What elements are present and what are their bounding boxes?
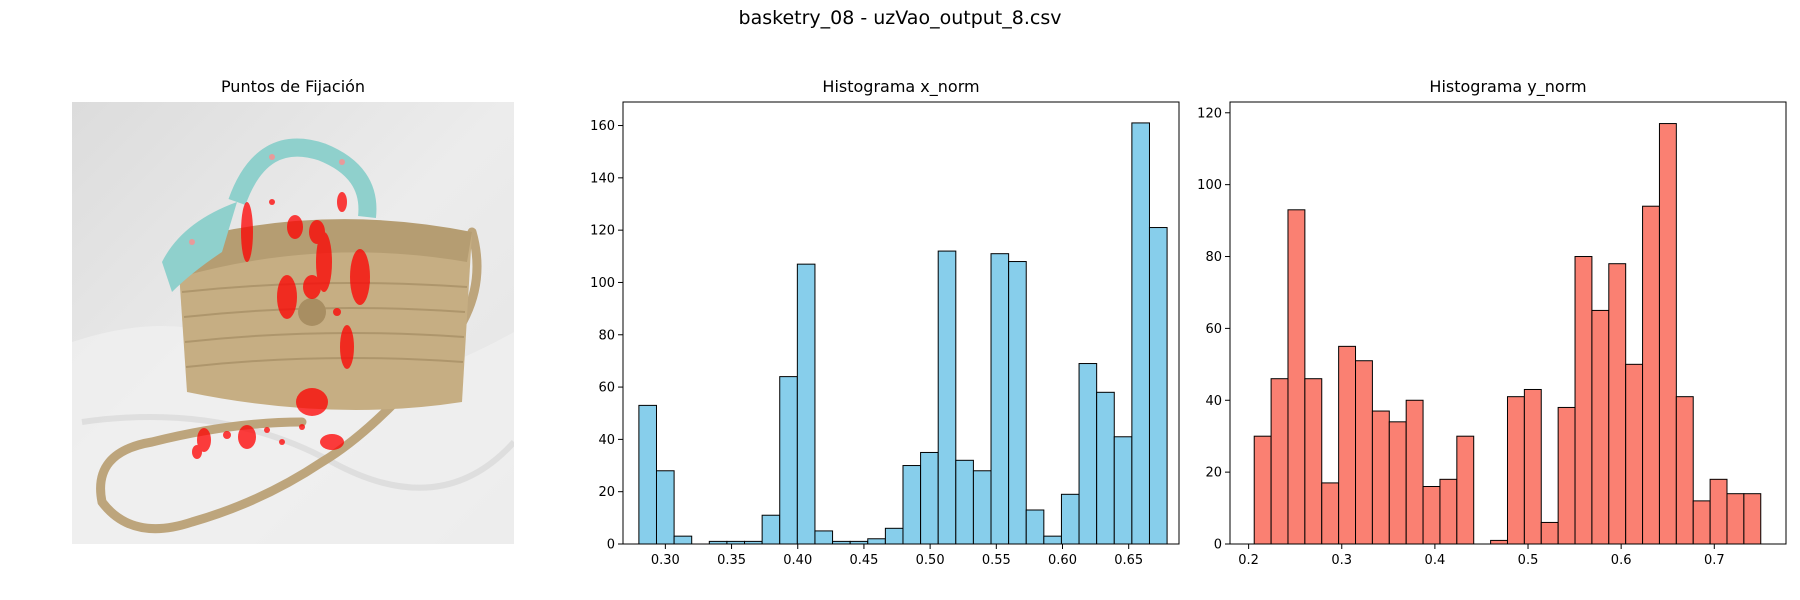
hist-y-bar (1456, 435, 1475, 545)
hist-x-bar (902, 465, 922, 545)
figure-title: basketry_08 - uzVao_output_8.csv (738, 7, 1062, 29)
hist-y-bar (1625, 363, 1644, 545)
hist-x-bar (1060, 493, 1080, 545)
hist-y-bar (1388, 421, 1407, 545)
hist-x-bar (1025, 509, 1045, 545)
hist-y-bar (1355, 360, 1373, 545)
hist-x-bar (955, 459, 974, 545)
hist-x-bar (1043, 535, 1062, 545)
hist-y-bar (1726, 493, 1745, 545)
hist-x-ytick-label: 20 (598, 485, 615, 500)
hist-x-xtick-label: 0.30 (651, 553, 680, 568)
hist-y-bar (1490, 539, 1508, 545)
hist-y-xtick-label: 0.4 (1425, 553, 1446, 568)
hist-x-bar (761, 514, 781, 545)
hist-y-ytick-label: 80 (1205, 250, 1222, 265)
hist-x-bar (796, 263, 816, 545)
histogram-y-title: Histograma y_norm (1429, 77, 1587, 96)
hist-y-bar (1506, 396, 1525, 545)
hist-y-xtick-label: 0.3 (1331, 553, 1352, 568)
hist-y-bar (1523, 388, 1542, 545)
fixation-image (72, 102, 514, 544)
hist-y-bar (1304, 378, 1323, 545)
basket-body (177, 232, 472, 410)
hist-x-ytick-label: 0 (607, 538, 615, 553)
hist-y-bar (1405, 399, 1424, 545)
hist-x-xtick-label: 0.40 (783, 553, 812, 568)
hist-y-bar (1743, 493, 1762, 545)
hist-x-bar (867, 538, 886, 545)
basket-knob (298, 298, 326, 326)
hist-x-bar (779, 376, 798, 545)
hist-y-bar (1658, 123, 1677, 545)
hist-x-bar (1148, 227, 1168, 545)
hist-x-bar (920, 451, 939, 545)
hist-y-xtick-label: 0.2 (1238, 553, 1259, 568)
hist-x-bar (638, 404, 657, 545)
hist-y-ytick-label: 40 (1205, 394, 1222, 409)
hist-y-bar (1422, 486, 1441, 545)
hist-y-bar (1253, 435, 1272, 545)
hist-y-bar (1692, 500, 1711, 545)
hist-x-bar (884, 527, 904, 545)
hist-y-bar (1709, 478, 1728, 545)
hist-x-xtick-label: 0.55 (982, 553, 1011, 568)
hist-x-bar (1078, 363, 1098, 545)
hist-y-bar (1642, 205, 1660, 545)
hist-x-bar (1113, 436, 1133, 545)
hist-x-axes-frame (622, 101, 1180, 545)
hist-y-xtick-label: 0.5 (1518, 553, 1539, 568)
hist-x-ytick-label: 80 (598, 328, 615, 343)
hist-y-bar (1591, 309, 1610, 545)
hist-y-xtick-label: 0.6 (1611, 553, 1632, 568)
hist-y-ytick-label: 120 (1197, 106, 1222, 121)
hist-x-bar (990, 253, 1010, 545)
hist-y-bar (1270, 378, 1289, 545)
hist-x-ytick-label: 40 (598, 433, 615, 448)
hist-x-xtick-label: 0.50 (916, 553, 945, 568)
hist-x-ytick-label: 160 (590, 119, 615, 134)
basket-handle (228, 138, 377, 218)
image-panel-title: Puntos de Fijación (220, 77, 366, 96)
hist-y-axes-frame (1229, 101, 1787, 545)
hist-x-bar (849, 540, 869, 545)
hist-x-ytick-label: 100 (590, 276, 615, 291)
histogram-x-title: Histograma x_norm (822, 77, 980, 96)
hist-x-xtick-label: 0.45 (849, 553, 878, 568)
hist-y-bar (1574, 256, 1593, 545)
hist-x-bar (937, 250, 957, 545)
hist-y-ytick-label: 0 (1214, 538, 1222, 553)
hist-y-bar (1675, 396, 1694, 545)
hist-y-bar (1321, 482, 1340, 545)
hist-x-ytick-label: 140 (590, 171, 615, 186)
hist-x-xtick-label: 0.65 (1114, 553, 1143, 568)
hist-x-bar (744, 540, 763, 545)
hist-x-bar (655, 470, 675, 545)
hist-y-bar (1540, 521, 1559, 545)
hist-y-bar (1608, 263, 1627, 545)
hist-x-xtick-label: 0.35 (717, 553, 746, 568)
fixation-points (192, 192, 370, 459)
hist-y-ytick-label: 100 (1197, 178, 1222, 193)
hist-y-bar (1439, 478, 1458, 545)
hist-x-bar (726, 540, 746, 545)
hist-x-bar (832, 540, 851, 545)
hist-x-bar (1096, 391, 1115, 545)
hist-x-xtick-label: 0.60 (1048, 553, 1077, 568)
hist-y-bar (1287, 209, 1306, 545)
hist-x-bar (1008, 261, 1027, 545)
hist-x-bar (708, 540, 728, 545)
hist-y-bar (1338, 345, 1357, 545)
hist-y-xtick-label: 0.7 (1704, 553, 1725, 568)
hist-y-bar (1557, 406, 1576, 545)
hist-y-bar (1371, 410, 1390, 545)
hist-x-ytick-label: 60 (598, 381, 615, 396)
hist-x-ytick-label: 120 (590, 224, 615, 239)
hist-x-bar (673, 535, 693, 545)
hist-x-bar (972, 470, 992, 545)
hist-x-bar (1131, 122, 1150, 545)
hist-y-ytick-label: 60 (1205, 322, 1222, 337)
hist-y-ytick-label: 20 (1205, 466, 1222, 481)
hist-x-bar (814, 530, 834, 545)
